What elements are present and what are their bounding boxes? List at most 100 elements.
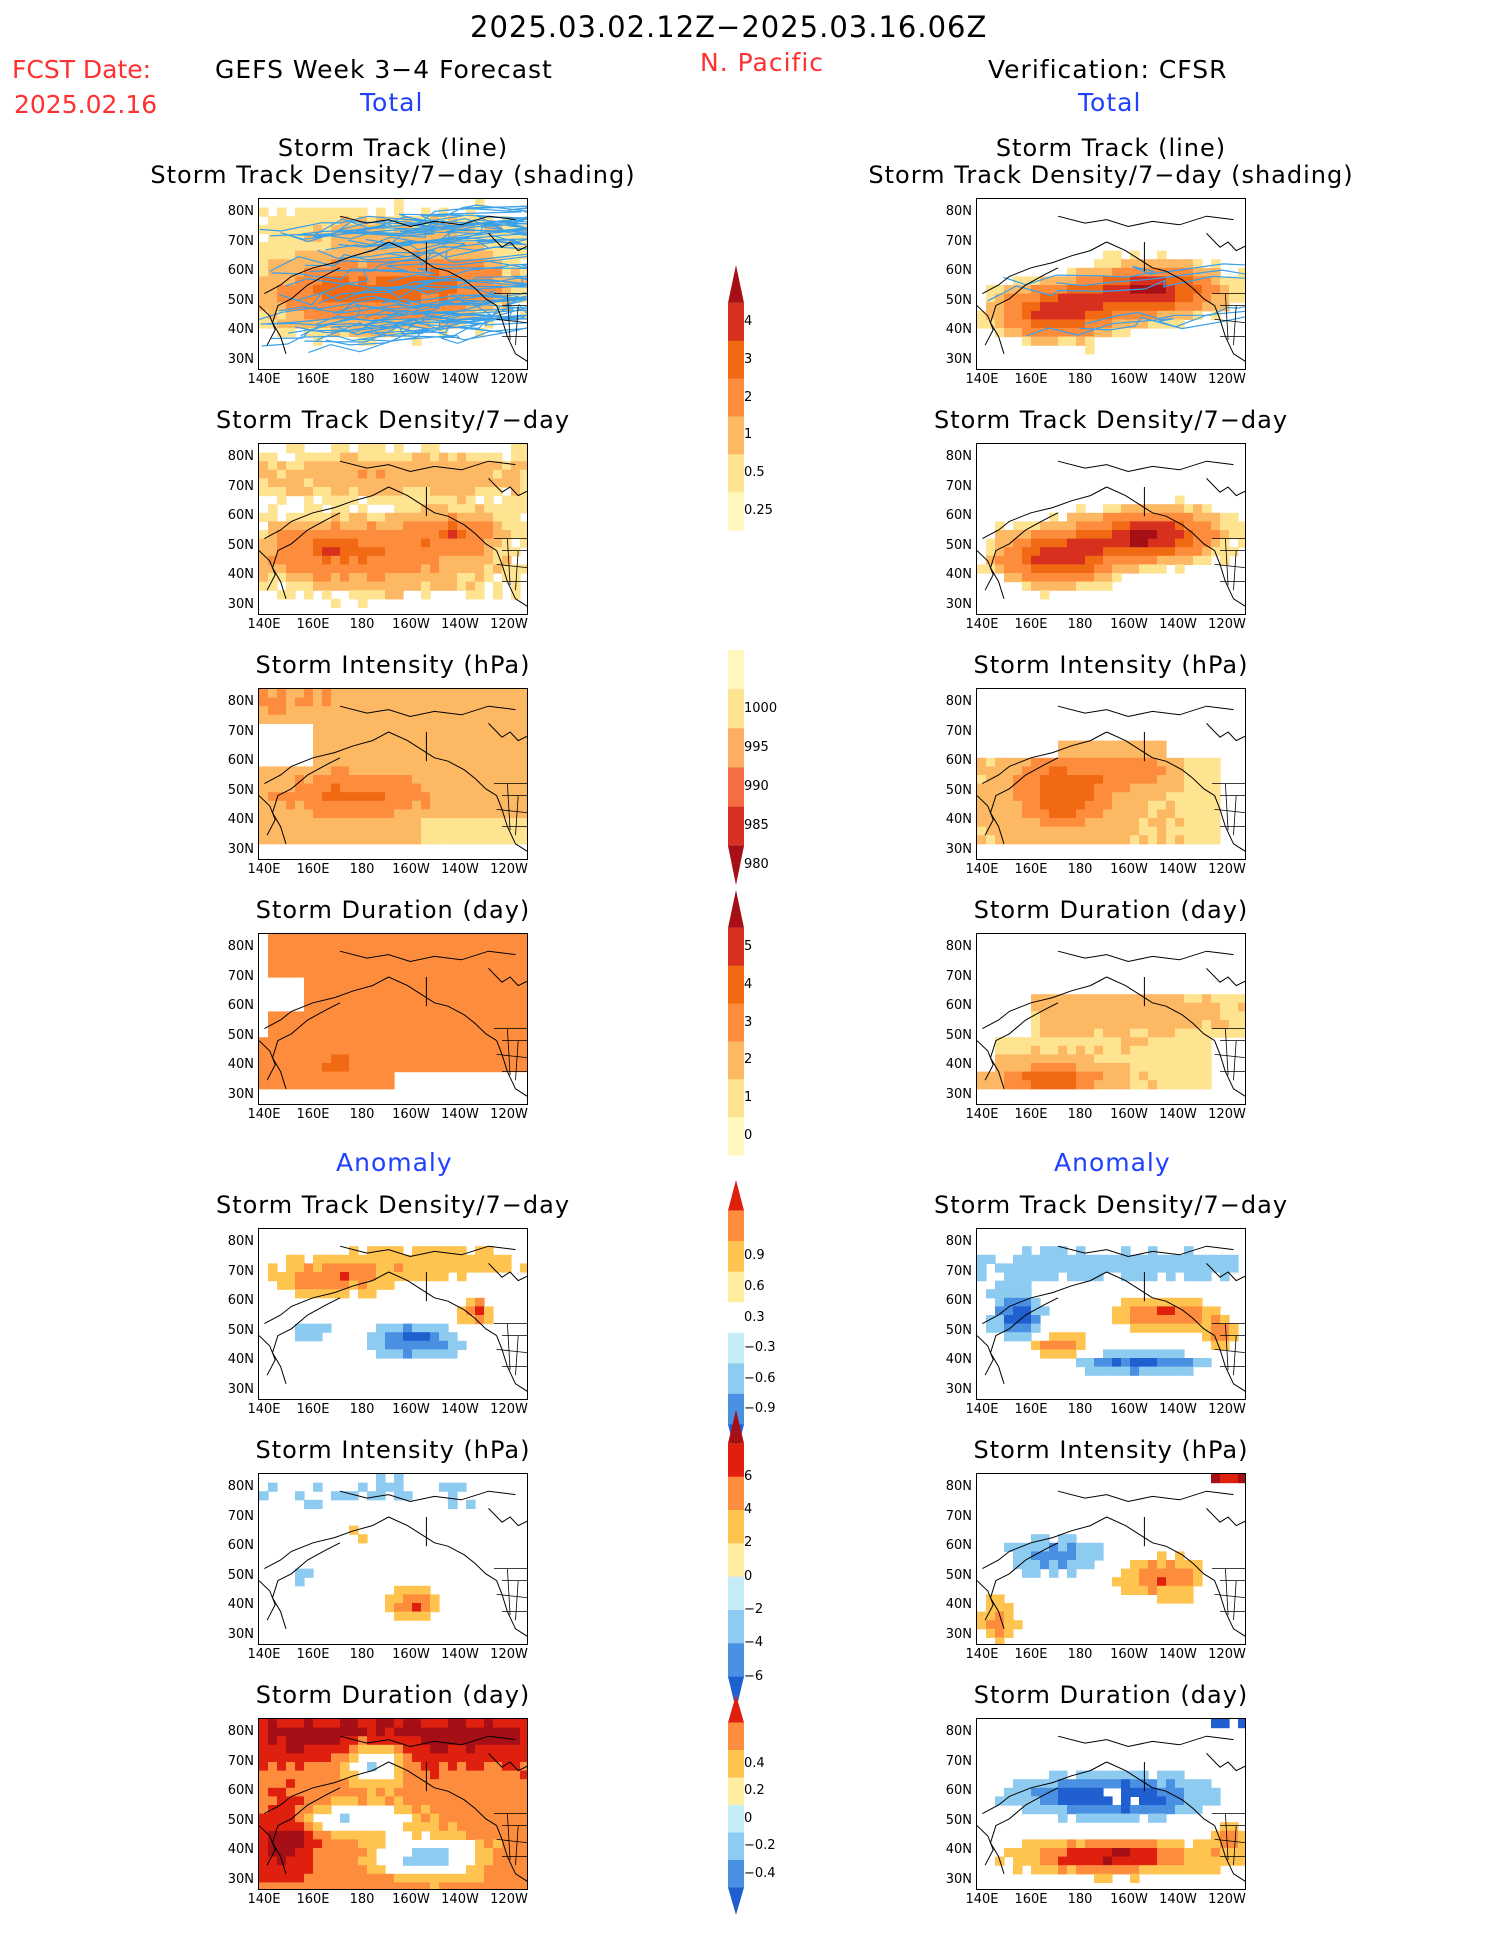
grid-cell xyxy=(511,530,521,540)
grid-cell xyxy=(1031,521,1041,531)
grid-cell xyxy=(1166,1358,1176,1368)
state-border xyxy=(1214,564,1245,568)
grid-cell xyxy=(995,775,1005,785)
grid-cell xyxy=(385,1603,395,1613)
grid-cell xyxy=(1130,775,1140,785)
grid-cell xyxy=(268,783,278,793)
grid-cell xyxy=(259,1882,269,1889)
grid-cell xyxy=(1193,835,1203,845)
grid-cell xyxy=(448,732,458,742)
coastline xyxy=(982,731,1107,785)
grid-cell xyxy=(358,573,368,583)
grid-cell xyxy=(1076,521,1086,531)
grid-cell xyxy=(331,267,341,277)
grid-cell xyxy=(313,1028,323,1038)
grid-cell xyxy=(349,749,359,759)
grid-cell xyxy=(439,259,449,269)
grid-cell xyxy=(475,199,485,209)
coastline xyxy=(259,1335,276,1376)
grid-cell xyxy=(412,835,422,845)
grid-cell xyxy=(421,1594,431,1604)
grid-cell xyxy=(1166,757,1176,767)
grid-cell xyxy=(367,1263,377,1273)
grid-cell xyxy=(493,1054,503,1064)
grid-cell xyxy=(1238,293,1245,303)
grid-cell xyxy=(304,697,314,707)
grid-cell xyxy=(385,1272,395,1282)
grid-cell xyxy=(394,590,404,600)
grid-cell xyxy=(376,573,386,583)
lat-tick-label: 40N xyxy=(227,322,254,337)
grid-cell xyxy=(466,1037,476,1047)
grid-cell xyxy=(367,1727,377,1737)
grid-cell xyxy=(259,1491,269,1501)
grid-cell xyxy=(1040,835,1050,845)
colorbar-swatch xyxy=(728,1443,744,1478)
colorbar-label: 0 xyxy=(744,1810,753,1826)
grid-cell xyxy=(394,469,404,479)
grid-cell xyxy=(1139,521,1149,531)
grid-cell xyxy=(484,1770,494,1780)
grid-cell xyxy=(322,1002,332,1012)
grid-cell xyxy=(1148,512,1158,522)
grid-cell xyxy=(520,1054,527,1064)
grid-cell xyxy=(304,461,314,471)
grid-cell xyxy=(394,1020,404,1030)
grid-cell xyxy=(457,818,467,828)
grid-cell xyxy=(1013,538,1023,548)
grid-cell xyxy=(1157,1263,1167,1273)
grid-cell xyxy=(439,1762,449,1772)
grid-cell xyxy=(304,267,314,277)
grid-cell xyxy=(1166,809,1176,819)
grid-cell xyxy=(1085,328,1095,338)
grid-cell xyxy=(1049,826,1059,836)
grid-cell xyxy=(259,792,269,802)
grid-cell xyxy=(1022,564,1032,574)
coastline xyxy=(339,1490,516,1503)
grid-cell xyxy=(1148,809,1158,819)
grid-cell xyxy=(1022,1037,1032,1047)
grid-cell xyxy=(1175,1865,1185,1875)
grid-cell xyxy=(304,959,314,969)
grid-cell xyxy=(1157,555,1167,565)
grid-cell xyxy=(394,749,404,759)
grid-cell xyxy=(358,942,368,952)
coastline xyxy=(1106,976,1215,1042)
grid-cell xyxy=(439,1054,449,1064)
grid-cell xyxy=(439,818,449,828)
grid-cell xyxy=(286,775,296,785)
grid-cell xyxy=(358,977,368,987)
grid-cell xyxy=(1031,1542,1041,1552)
grid-cell xyxy=(448,538,458,548)
grid-cell xyxy=(421,310,431,320)
grid-cell xyxy=(403,732,413,742)
grid-cell xyxy=(376,1332,386,1342)
grid-cell xyxy=(1121,1856,1131,1866)
grid-cell xyxy=(1013,1272,1023,1282)
grid-cell xyxy=(376,207,386,217)
grid-cell xyxy=(466,723,476,733)
coastline xyxy=(977,795,994,836)
grid-cell xyxy=(295,530,305,540)
grid-cell xyxy=(1004,1315,1014,1325)
grid-cell xyxy=(448,689,458,699)
grid-cell xyxy=(457,1882,467,1889)
grid-cell xyxy=(412,959,422,969)
grid-cell xyxy=(1193,1805,1203,1815)
grid-cell xyxy=(1058,293,1068,303)
grid-cell xyxy=(340,1002,350,1012)
grid-cell xyxy=(1004,1037,1014,1047)
grid-cell xyxy=(385,792,395,802)
grid-cell xyxy=(493,1011,503,1021)
grid-cell xyxy=(358,740,368,750)
grid-cell xyxy=(1013,555,1023,565)
right-map-panel-1 xyxy=(976,443,1246,615)
right-panel-4-title: Storm Track Density/7−day xyxy=(933,1191,1289,1219)
lon-tick-label: 180 xyxy=(349,617,375,632)
grid-cell xyxy=(421,740,431,750)
grid-cell xyxy=(322,1011,332,1021)
grid-cell xyxy=(1139,826,1149,836)
grid-cell xyxy=(331,1263,341,1273)
grid-cell xyxy=(484,487,494,497)
grid-cell xyxy=(1040,538,1050,548)
